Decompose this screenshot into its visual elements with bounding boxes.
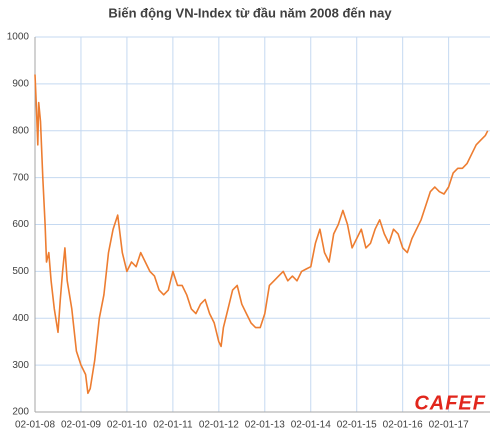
x-tick-label: 02-01-16	[383, 420, 423, 431]
chart-title: Biến động VN-Index từ đầu năm 2008 đến n…	[108, 5, 392, 20]
x-tick-label: 02-01-10	[107, 420, 147, 431]
y-tick-label: 900	[12, 79, 29, 90]
y-tick-label: 800	[12, 125, 29, 136]
x-tick-label: 02-01-09	[61, 420, 101, 431]
y-tick-label: 400	[12, 313, 29, 324]
x-tick-label: 02-01-15	[337, 420, 377, 431]
x-tick-label: 02-01-17	[429, 420, 469, 431]
y-tick-label: 500	[12, 266, 29, 277]
x-tick-label: 02-01-14	[291, 420, 331, 431]
x-tick-label: 02-01-11	[153, 420, 193, 431]
watermark: CAFEF	[414, 392, 486, 414]
x-tick-label: 02-01-12	[199, 420, 239, 431]
y-tick-label: 200	[12, 407, 29, 418]
x-tick-label: 02-01-08	[15, 420, 55, 431]
y-tick-label: 600	[12, 219, 29, 230]
line-series	[34, 74, 489, 395]
y-tick-label: 300	[12, 360, 29, 371]
x-tick-label: 02-01-13	[245, 420, 285, 431]
y-tick-label: 700	[12, 172, 29, 183]
y-tick-label: 1000	[7, 32, 30, 43]
